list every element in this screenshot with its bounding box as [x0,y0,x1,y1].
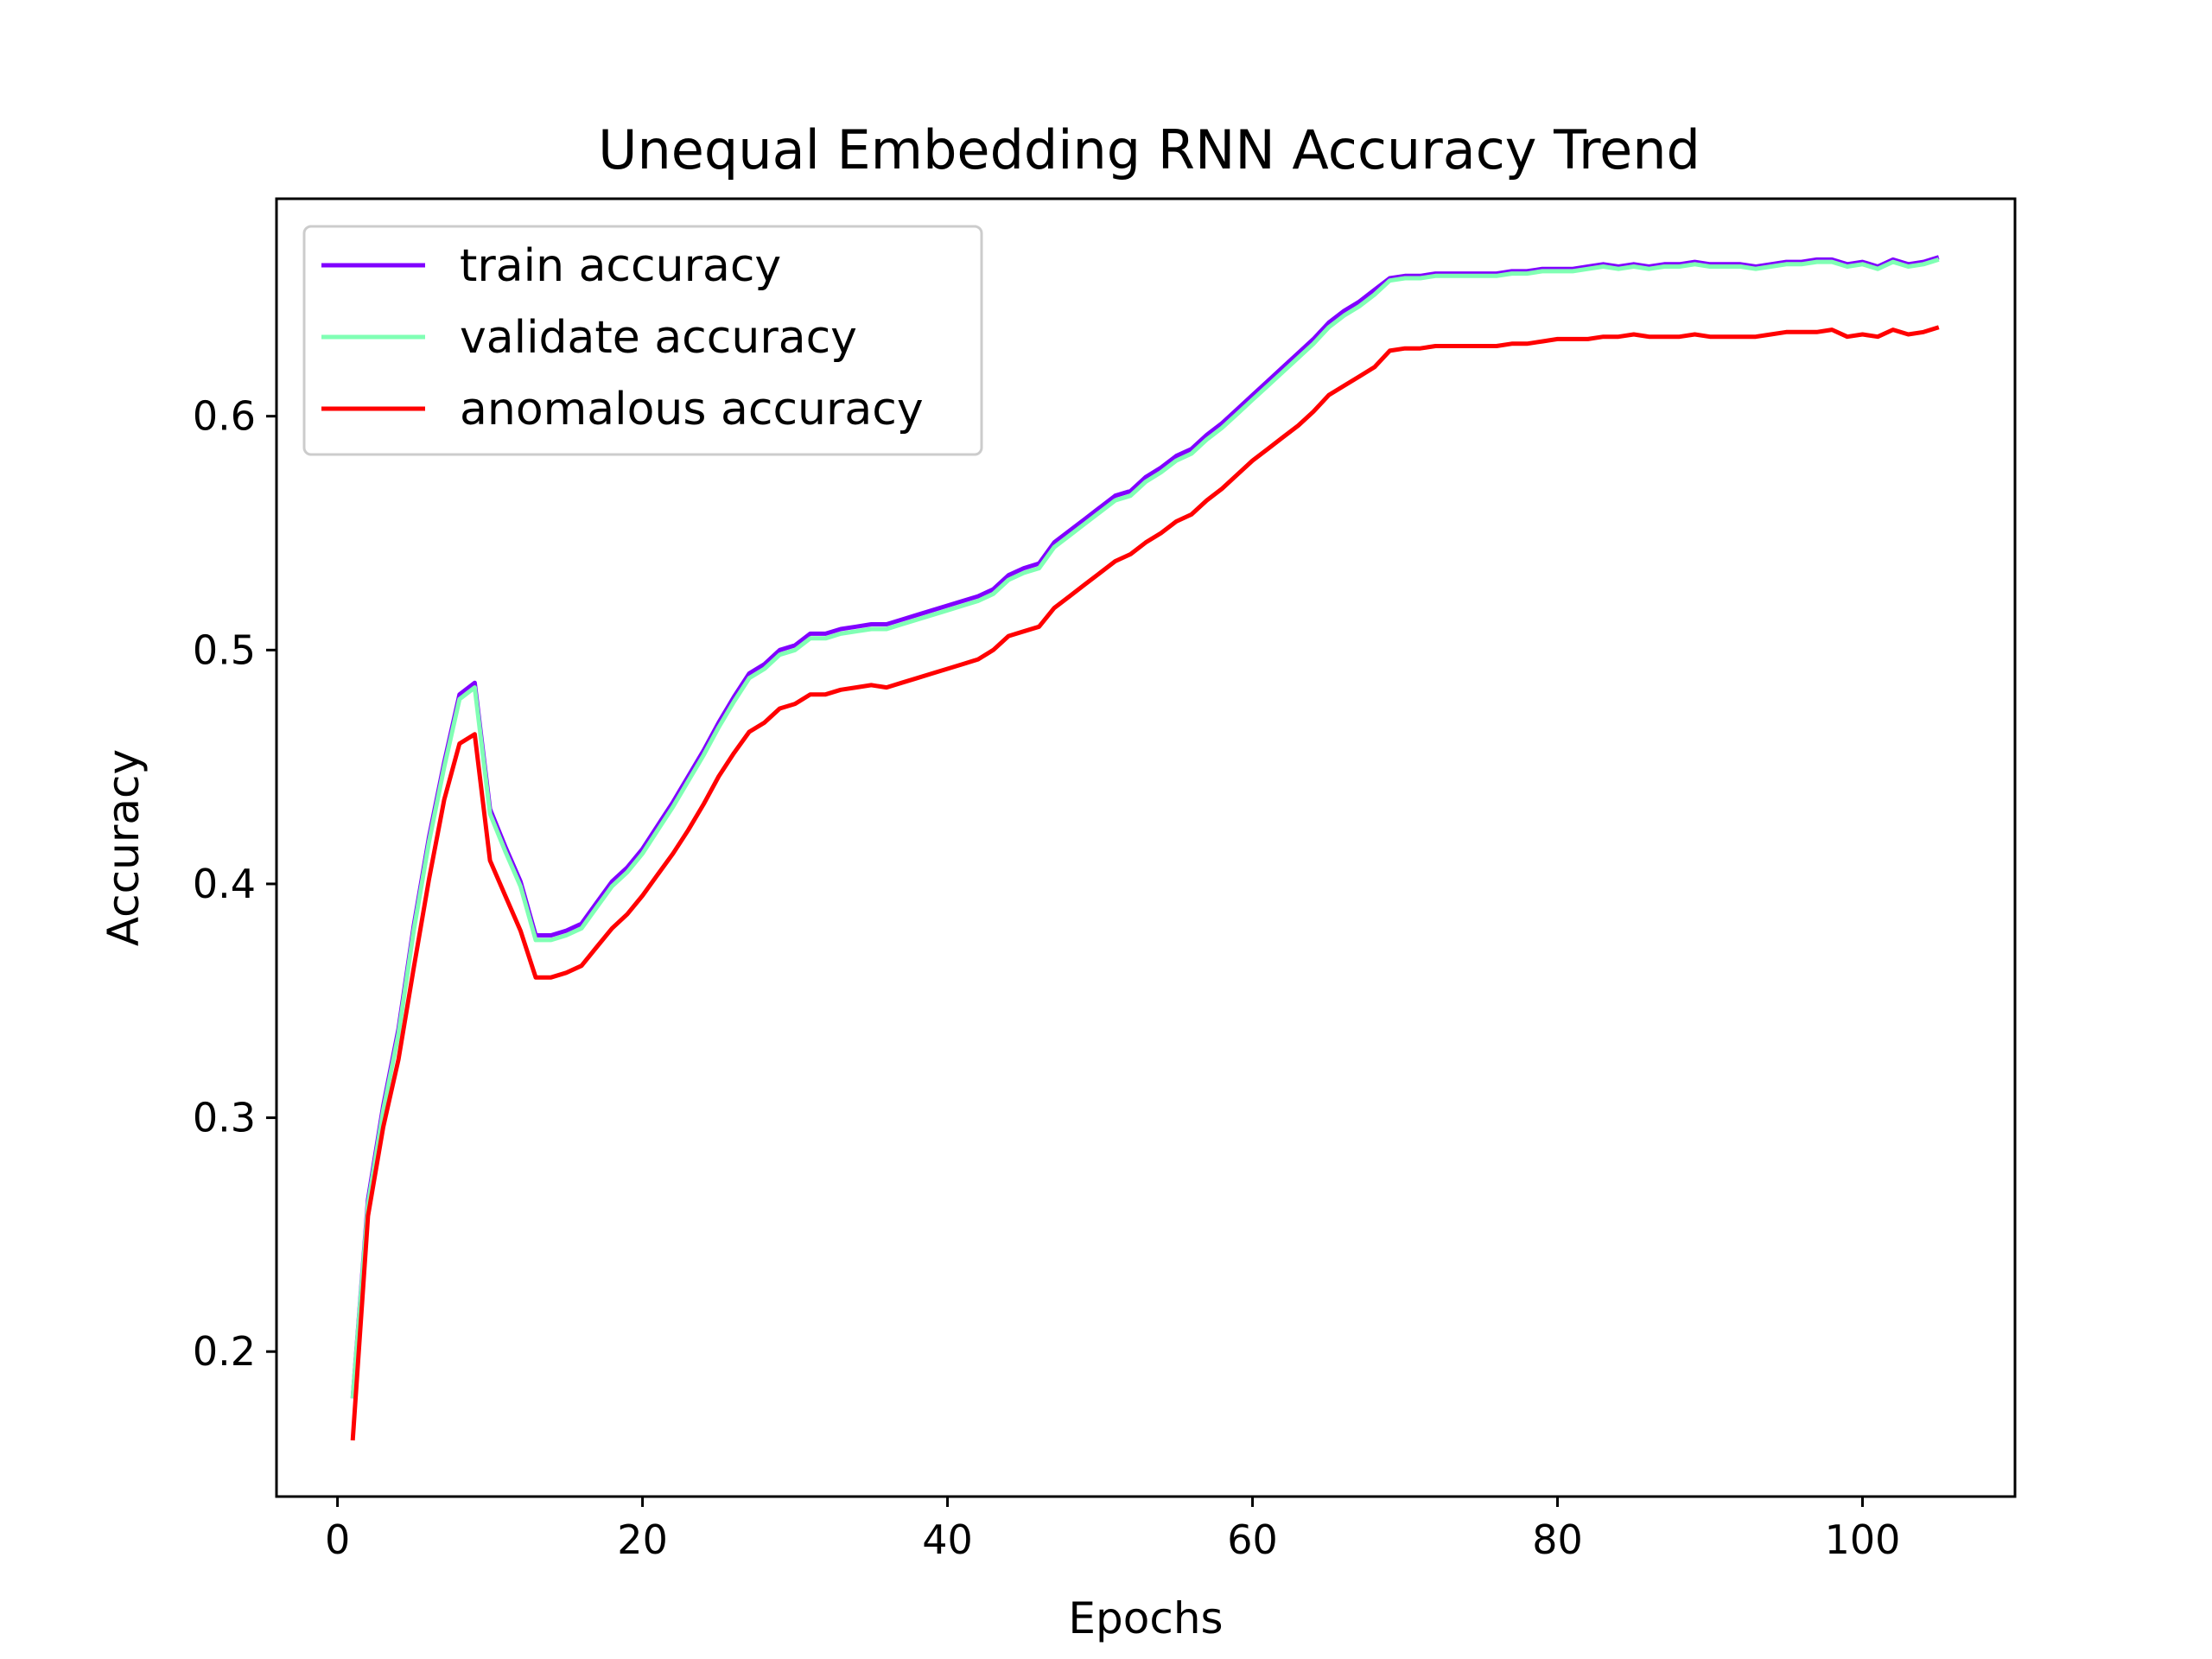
legend-label-anomalous: anomalous accuracy [460,384,924,435]
series-line-anomalous [350,325,1940,1441]
legend-box [302,225,983,456]
series-line-train [350,255,1940,1399]
y-tick-label: 0.5 [193,626,256,673]
x-tick-label: 80 [1532,1516,1583,1563]
x-tick-label: 100 [1825,1516,1901,1563]
series-line-validate [350,257,1940,1399]
x-tick-label: 40 [922,1516,973,1563]
y-tick-label: 0.2 [193,1328,256,1375]
series-layer [350,255,1940,1441]
plot-area-frame [275,197,2017,1498]
x-tick-label: 20 [617,1516,668,1563]
chart-title: Unequal Embedding RNN Accuracy Trend [598,118,1700,181]
y-axis-title: Accuracy [99,749,149,946]
y-tick-label: 0.6 [193,393,256,440]
x-tick-label: 0 [325,1516,350,1563]
y-tick-label: 0.3 [193,1095,256,1141]
legend-label-train: train accuracy [460,240,781,292]
y-axis: 0.2 0.3 0.4 0.5 0.6 [193,393,276,1375]
x-axis-title: Epochs [1068,1593,1223,1643]
x-tick-label: 60 [1227,1516,1278,1563]
x-axis: 0 20 40 60 80 100 [325,1497,1900,1563]
legend-label-validate: validate accuracy [460,312,857,364]
legend: train accuracy validate accuracy anomalo… [302,225,983,456]
y-tick-label: 0.4 [193,861,256,907]
